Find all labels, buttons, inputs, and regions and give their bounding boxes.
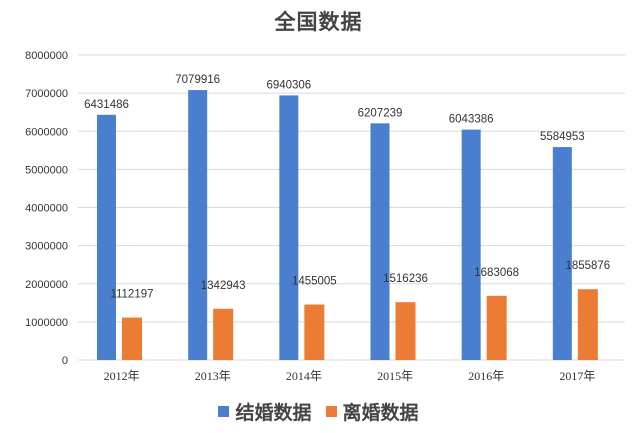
bar-divorce <box>577 289 598 360</box>
data-label-marriage: 6431486 <box>84 99 129 111</box>
bar-divorce <box>486 295 507 360</box>
bar-divorce <box>213 308 234 360</box>
data-label-divorce: 1683068 <box>474 267 519 279</box>
y-tick-label: 5000000 <box>25 164 68 176</box>
data-label-marriage: 6043386 <box>449 114 494 126</box>
bar-marriage <box>370 123 390 360</box>
y-tick-label: 2000000 <box>25 279 68 291</box>
data-label-marriage: 6940306 <box>266 79 311 91</box>
bar-marriage <box>188 90 208 361</box>
y-tick-label: 1000000 <box>25 317 68 329</box>
x-tick-label: 2013年 <box>195 369 231 383</box>
y-tick-label: 7000000 <box>25 88 68 100</box>
data-label-divorce: 1855876 <box>565 260 610 272</box>
legend-swatch-marriage <box>218 406 230 417</box>
legend-item-marriage: 结婚数据 <box>218 398 312 425</box>
y-tick-label: 0 <box>62 355 68 367</box>
x-tick-label: 2015年 <box>377 369 413 383</box>
y-tick-label: 8000000 <box>25 50 68 62</box>
x-tick-label: 2016年 <box>468 369 504 383</box>
y-tick-label: 6000000 <box>25 126 68 138</box>
legend-label-marriage: 结婚数据 <box>235 402 312 424</box>
legend-swatch-divorce <box>325 406 337 417</box>
data-label-divorce: 1112197 <box>110 289 153 301</box>
data-label-marriage: 6207239 <box>358 107 403 119</box>
bar-divorce <box>304 304 325 360</box>
data-label-divorce: 1516236 <box>383 273 428 285</box>
bar-divorce <box>122 317 142 360</box>
bar-divorce <box>395 302 416 360</box>
legend-item-divorce: 离婚数据 <box>325 398 419 425</box>
data-label-marriage: 5584953 <box>540 131 585 143</box>
data-label-divorce: 1455005 <box>292 276 337 288</box>
bar-marriage <box>97 114 116 361</box>
legend-label-divorce: 离婚数据 <box>342 402 419 424</box>
bar-marriage <box>279 95 299 361</box>
data-label-divorce: 1342943 <box>201 280 246 292</box>
legend: 结婚数据 离婚数据 <box>0 398 637 425</box>
chart-title: 全国数据 <box>274 10 363 34</box>
data-label-marriage: 7079916 <box>175 74 220 86</box>
y-tick-label: 3000000 <box>25 241 68 253</box>
x-tick-label: 2014年 <box>286 369 322 383</box>
bar-marriage <box>552 147 572 360</box>
bar-marriage <box>461 129 481 360</box>
x-tick-label: 2012年 <box>104 369 140 383</box>
y-tick-label: 4000000 <box>25 203 68 215</box>
x-tick-label: 2017年 <box>559 369 595 383</box>
